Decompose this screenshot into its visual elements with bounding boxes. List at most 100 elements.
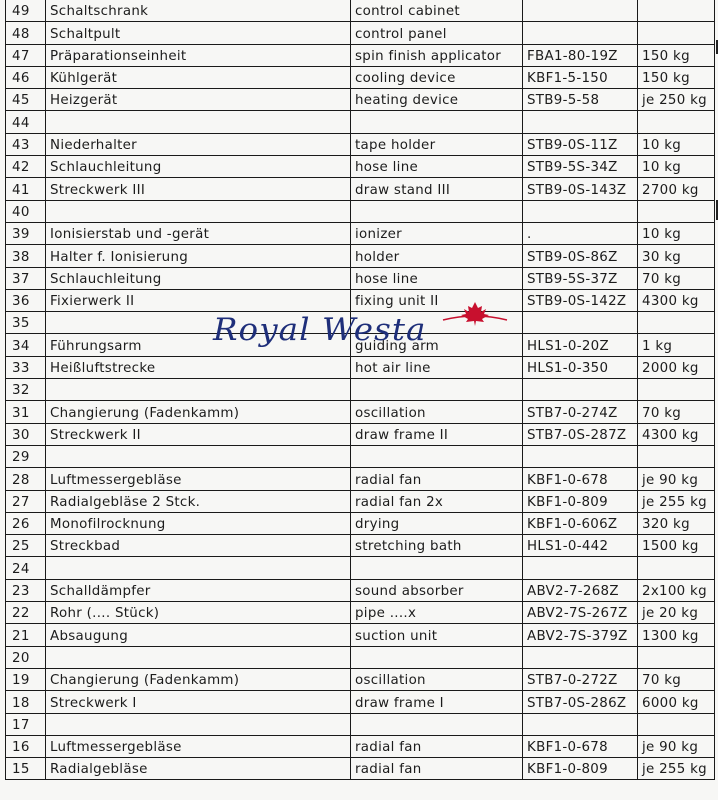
table-row: 40 [5,199,715,223]
item-number-cell: 34 [5,333,46,357]
table-row: 16 Luftmessergebläse radial fan KBF1-0-678 j… [5,734,715,759]
english-name-cell: radial fan [350,734,523,759]
item-number-cell: 23 [5,578,46,603]
german-name-cell: Radialgebläse [45,757,351,781]
german-name-cell: Streckbad [45,534,351,558]
table-row: 30 Streckwerk II draw frame II STB7-0S-287Z… [5,422,715,446]
part-code-cell: STB7-0-272Z [522,667,638,692]
german-name-cell: Luftmessergebläse [45,734,351,759]
english-name-cell: hose line [350,266,523,290]
item-number-cell: 18 [5,690,46,714]
english-name-cell [350,444,523,469]
part-code-cell: STB7-0-274Z [522,400,638,424]
item-number-cell: 41 [5,177,46,201]
german-name-cell: Radialgebläse 2 Stck. [45,489,351,513]
table-row: 32 [5,378,715,402]
english-name-cell [350,556,523,580]
table-row: 43 Niederhalter tape holder STB9-0S-11Z 10 k… [5,132,715,157]
english-name-cell: radial fan [350,757,523,781]
english-name-cell: ionizer [350,221,523,246]
english-name-cell [350,378,523,402]
item-number-cell: 25 [5,534,46,558]
german-name-cell: Rohr (.... Stück) [45,601,351,625]
german-name-cell: Ionisierstab und -gerät [45,221,351,246]
german-name-cell: Changierung (Fadenkamm) [45,667,351,692]
part-code-cell: STB9-0S-143Z [522,177,638,201]
english-name-cell: control panel [350,21,523,45]
weight-cell [637,311,715,335]
weight-cell: je 255 kg [637,757,715,781]
weight-cell: 70 kg [637,667,715,692]
table-row: 44 [5,110,715,134]
table-row: 29 [5,444,715,469]
part-code-cell: STB9-0S-86Z [522,244,638,268]
part-code-cell: STB9-0S-142Z [522,288,638,313]
table-row: 46 Kühlgerät cooling device KBF1-5-150 150 k… [5,65,715,90]
weight-cell: 2000 kg [637,355,715,380]
english-name-cell [350,712,523,736]
item-number-cell: 31 [5,400,46,424]
item-number-cell: 32 [5,378,46,402]
part-code-cell: ABV2-7S-267Z [522,601,638,625]
german-name-cell: Halter f. Ionisierung [45,244,351,268]
part-code-cell [522,311,638,335]
weight-cell: 1500 kg [637,534,715,558]
german-name-cell: Heizgerät [45,88,351,112]
german-name-cell [45,110,351,134]
german-name-cell: Streckwerk III [45,177,351,201]
german-name-cell [45,199,351,223]
part-code-cell: STB7-0S-286Z [522,690,638,714]
item-number-cell: 27 [5,489,46,513]
english-name-cell: oscillation [350,400,523,424]
english-name-cell: draw frame II [350,422,523,446]
german-name-cell: Changierung (Fadenkamm) [45,400,351,424]
item-number-cell: 36 [5,288,46,313]
german-name-cell [45,712,351,736]
weight-cell: 70 kg [637,400,715,424]
german-name-cell: Absaugung [45,623,351,647]
english-name-cell: hose line [350,155,523,179]
german-name-cell: Schaltpult [45,21,351,45]
english-name-cell: tape holder [350,132,523,157]
german-name-cell: Niederhalter [45,132,351,157]
part-code-cell [522,199,638,223]
item-number-cell: 48 [5,21,46,45]
item-number-cell: 40 [5,199,46,223]
weight-cell: 10 kg [637,221,715,246]
weight-cell [637,0,715,23]
table-row: 27 Radialgebläse 2 Stck. radial fan 2x KBF1… [5,489,715,513]
german-name-cell [45,444,351,469]
table-row: 38 Halter f. Ionisierung holder STB9-0S-86Z… [5,244,715,268]
part-code-cell [522,556,638,580]
part-code-cell [522,0,638,23]
english-name-cell: fixing unit II [350,288,523,313]
weight-cell [637,199,715,223]
parts-list-body: 49 Schaltschrank control cabinet 48 Schaltpu… [5,0,715,781]
part-code-cell: STB7-0S-287Z [522,422,638,446]
table-row: 37 Schlauchleitung hose line STB9-5S-37Z 70 … [5,266,715,290]
table-row: 48 Schaltpult control panel [5,21,715,45]
item-number-cell: 33 [5,355,46,380]
table-row: 45 Heizgerät heating device STB9-5-58 je 250… [5,88,715,112]
weight-cell [637,712,715,736]
item-number-cell: 49 [5,0,46,23]
table-row: 15 Radialgebläse radial fan KBF1-0-809 je 25… [5,757,715,781]
weight-cell: 6000 kg [637,690,715,714]
part-code-cell: STB9-5S-34Z [522,155,638,179]
part-code-cell: ABV2-7-268Z [522,578,638,603]
english-name-cell: hot air line [350,355,523,380]
weight-cell: 1 kg [637,333,715,357]
weight-cell: 2700 kg [637,177,715,201]
table-row: 42 Schlauchleitung hose line STB9-5S-34Z 10 … [5,155,715,179]
english-name-cell [350,311,523,335]
german-name-cell [45,378,351,402]
table-row: 24 [5,556,715,580]
weight-cell [637,645,715,669]
german-name-cell: Führungsarm [45,333,351,357]
german-name-cell: Kühlgerät [45,65,351,90]
weight-cell [637,21,715,45]
english-name-cell: stretching bath [350,534,523,558]
part-code-cell: STB9-5S-37Z [522,266,638,290]
english-name-cell: radial fan [350,467,523,491]
item-number-cell: 24 [5,556,46,580]
